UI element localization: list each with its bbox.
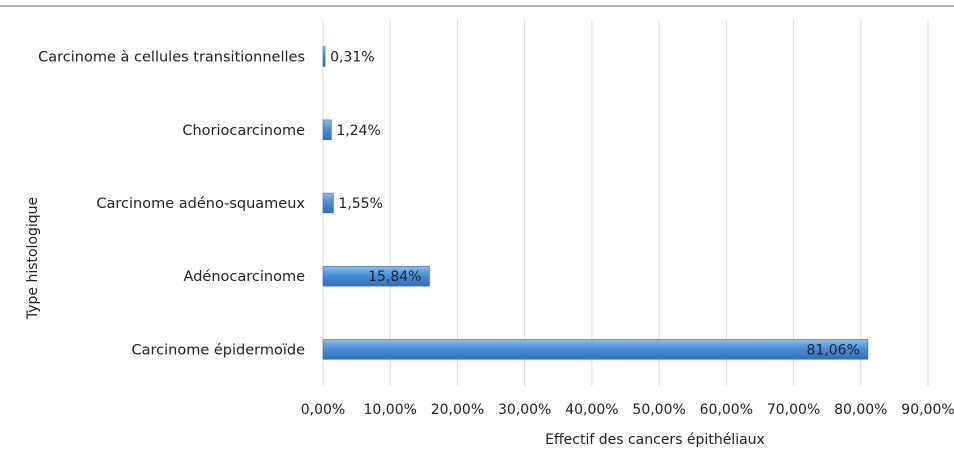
x-tick-labels: 0,00% 10,00% 20,00% 30,00% 40,00% 50,00% 60,00… [301,402,954,418]
data-label-0: 0,31% [330,50,374,66]
x-tick-label-1: 10,00% [364,402,417,418]
x-tick-label-6: 60,00% [700,402,753,418]
category-label-4: Carcinome épidermoïde [131,342,305,358]
x-tick-label-7: 70,00% [767,402,820,418]
category-label-2: Carcinome adéno-squameux [96,196,305,212]
bar-1 [322,119,332,140]
data-label-4: 81,06% [807,342,860,358]
x-tick-label-8: 80,00% [834,402,887,418]
bar-2 [322,192,334,214]
x-tick-label-5: 50,00% [632,402,685,418]
category-label-1: Choriocarcinome [182,123,305,139]
x-axis-title: Effectif des cancers épithéliaux [545,432,765,448]
category-label-0: Carcinome à cellules transitionnelles [38,50,305,66]
x-tick-label-4: 40,00% [565,402,618,418]
y-axis-title: Type histologique [25,197,41,320]
grid-lines [322,20,929,386]
category-label-3: Adénocarcinome [184,269,306,285]
category-labels: Carcinome à cellules transitionnelles Cho… [38,50,305,359]
data-labels: 0,31% 1,24% 1,55% 15,84% 81,06% [330,50,860,359]
x-tick-label-9: 90,00% [901,402,954,418]
bar-3 [322,266,430,287]
data-label-1: 1,24% [336,123,380,139]
bar-0 [322,46,326,67]
bars [322,46,869,360]
x-tick-label-0: 0,00% [301,402,345,418]
data-label-3: 15,84% [368,269,421,285]
x-tick-label-2: 20,00% [431,402,484,418]
data-label-2: 1,55% [338,196,382,212]
x-tick-label-3: 30,00% [498,402,551,418]
bar-4 [322,339,869,360]
